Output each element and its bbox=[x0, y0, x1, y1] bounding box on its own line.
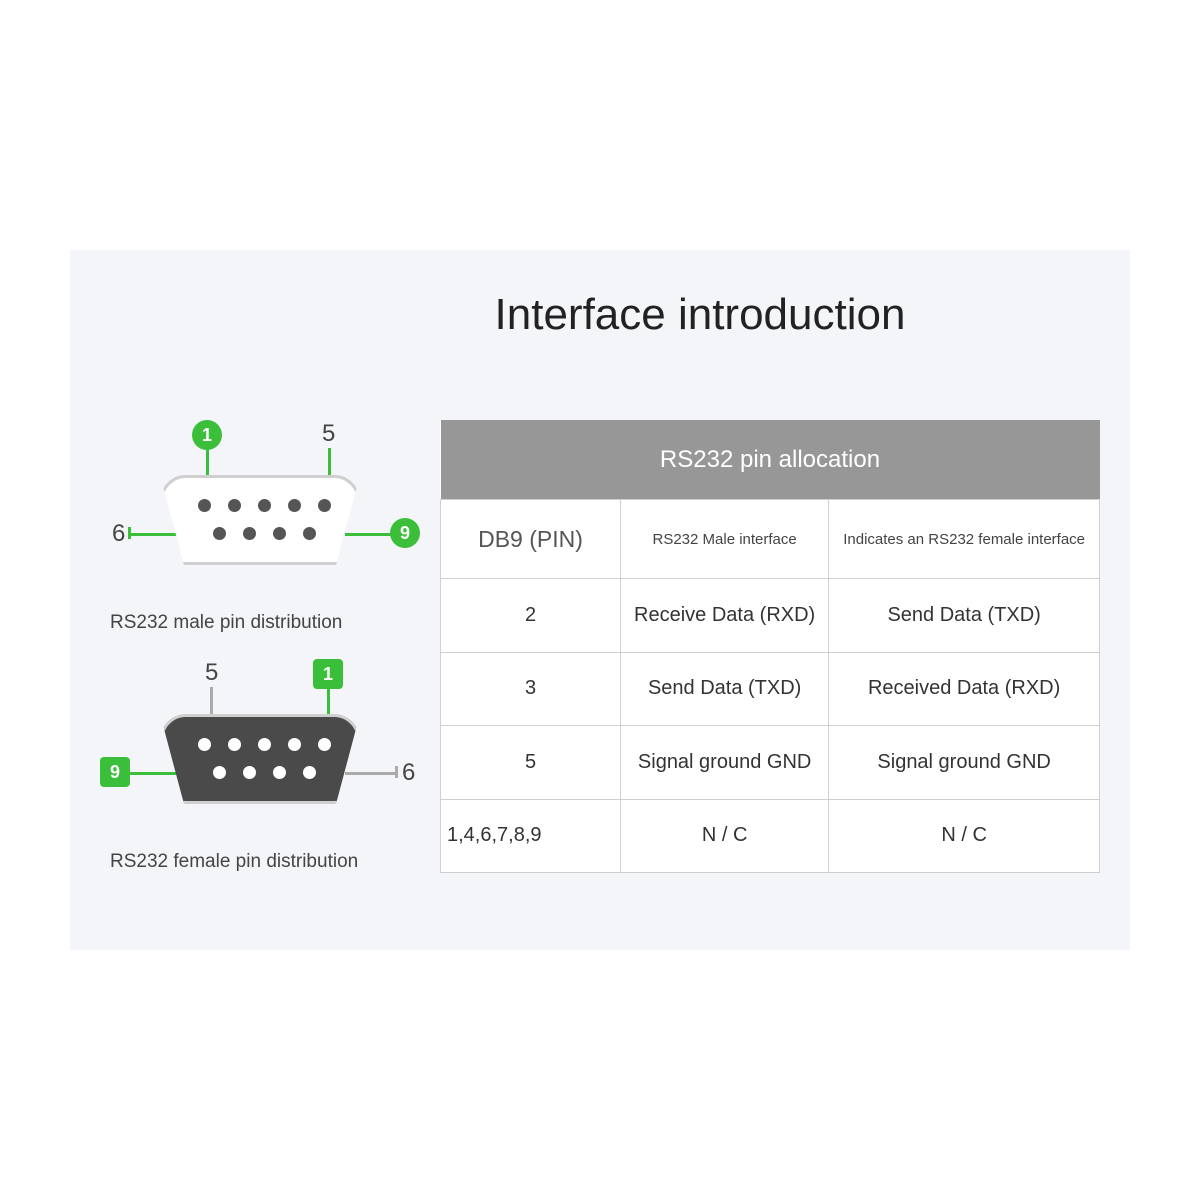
tick-pin6f bbox=[395, 766, 398, 778]
col-male: RS232 Male interface bbox=[621, 500, 829, 579]
female-connector-block: 5 1 9 6 bbox=[100, 659, 420, 873]
table-title: RS232 pin allocation bbox=[441, 420, 1100, 500]
cell-female: N / C bbox=[829, 799, 1100, 872]
cell-female: Send Data (TXD) bbox=[829, 579, 1100, 652]
cell-male: Receive Data (RXD) bbox=[621, 579, 829, 652]
db9-male-shell bbox=[160, 475, 360, 565]
table-row: 2 Receive Data (RXD) Send Data (TXD) bbox=[441, 579, 1100, 652]
male-connector-diagram: 1 5 6 9 bbox=[100, 420, 420, 600]
table-header-row: RS232 pin allocation bbox=[441, 420, 1100, 500]
pin6-label: 6 bbox=[112, 520, 125, 548]
pin5f-label: 5 bbox=[205, 659, 218, 687]
page-title: Interface introduction bbox=[300, 290, 1100, 340]
cell-pin: 5 bbox=[441, 726, 621, 799]
cell-male: Send Data (TXD) bbox=[621, 652, 829, 725]
infographic-card: Interface introduction 1 5 6 bbox=[70, 250, 1130, 950]
cell-pin: 3 bbox=[441, 652, 621, 725]
male-connector-block: 1 5 6 9 bbox=[100, 420, 420, 634]
db9-female-shell bbox=[160, 714, 360, 804]
table-row: 3 Send Data (TXD) Received Data (RXD) bbox=[441, 652, 1100, 725]
pin1f-marker: 1 bbox=[313, 659, 343, 689]
cell-female: Signal ground GND bbox=[829, 726, 1100, 799]
pin9f-marker: 9 bbox=[100, 757, 130, 787]
diagram-column: 1 5 6 9 bbox=[100, 420, 420, 873]
female-pins bbox=[160, 714, 360, 804]
cell-pin: 2 bbox=[441, 579, 621, 652]
cell-male: Signal ground GND bbox=[621, 726, 829, 799]
pin1-marker: 1 bbox=[192, 420, 222, 450]
col-female: Indicates an RS232 female interface bbox=[829, 500, 1100, 579]
tick-pin6 bbox=[128, 527, 131, 539]
pin5-label: 5 bbox=[322, 420, 335, 448]
col-pin: DB9 (PIN) bbox=[441, 500, 621, 579]
table-subheader-row: DB9 (PIN) RS232 Male interface Indicates… bbox=[441, 500, 1100, 579]
content-row: 1 5 6 9 bbox=[100, 420, 1100, 873]
pin-allocation-table: RS232 pin allocation DB9 (PIN) RS232 Mal… bbox=[440, 420, 1100, 873]
male-pins bbox=[160, 475, 360, 565]
female-connector-diagram: 5 1 9 6 bbox=[100, 659, 420, 839]
male-caption: RS232 male pin distribution bbox=[100, 612, 420, 634]
female-caption: RS232 female pin distribution bbox=[100, 851, 420, 873]
cell-male: N / C bbox=[621, 799, 829, 872]
cell-female: Received Data (RXD) bbox=[829, 652, 1100, 725]
table-row: 1,4,6,7,8,9 N / C N / C bbox=[441, 799, 1100, 872]
table-row: 5 Signal ground GND Signal ground GND bbox=[441, 726, 1100, 799]
cell-pin: 1,4,6,7,8,9 bbox=[441, 799, 621, 872]
pin6f-label: 6 bbox=[402, 759, 415, 787]
pin9-marker: 9 bbox=[390, 518, 420, 548]
